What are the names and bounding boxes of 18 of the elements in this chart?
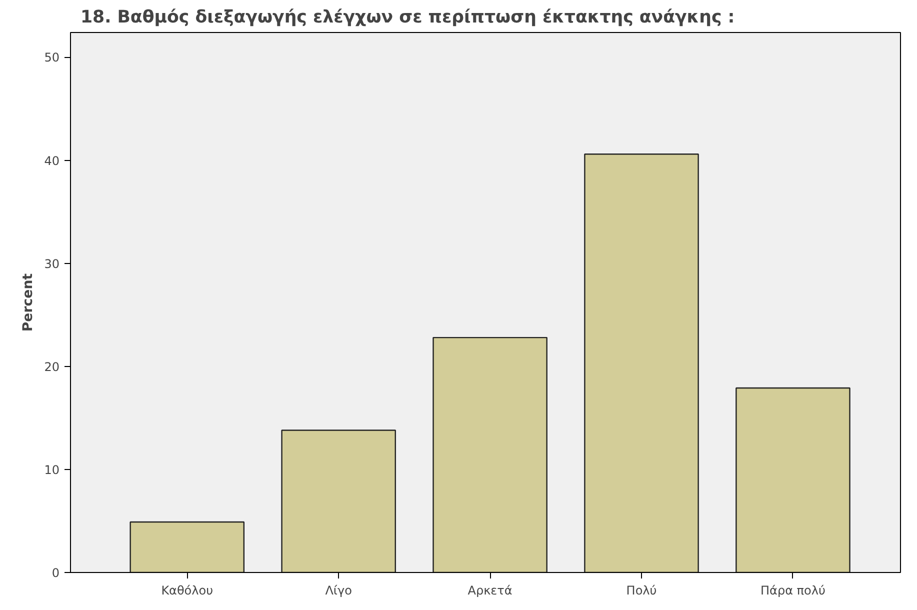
bar (281, 430, 396, 572)
chart-title: 18. Βαθμός διεξαγωγής ελέγχων σε περίπτωση έκτακτης ανάγκης : (80, 8, 735, 28)
y-tick-label: 50 (44, 50, 60, 65)
y-tick-label: 40 (44, 154, 60, 168)
x-tick-label: Πάρα πολύ (760, 584, 826, 598)
bar (432, 336, 548, 572)
bar (130, 521, 245, 572)
y-axis-title: Percent (21, 272, 36, 332)
y-tick-label: 30 (44, 256, 60, 271)
bar (736, 387, 850, 572)
y-tick-label: 20 (44, 360, 60, 374)
y-tick-label: 0 (52, 566, 60, 580)
x-tick-label: Πολύ (626, 584, 657, 598)
x-tick-label: Λίγο (325, 584, 352, 598)
y-tick-label: 10 (44, 462, 60, 477)
x-tick-label: Καθόλου (161, 584, 214, 598)
bar (584, 154, 699, 572)
x-tick-label: Αρκετά (468, 584, 512, 598)
